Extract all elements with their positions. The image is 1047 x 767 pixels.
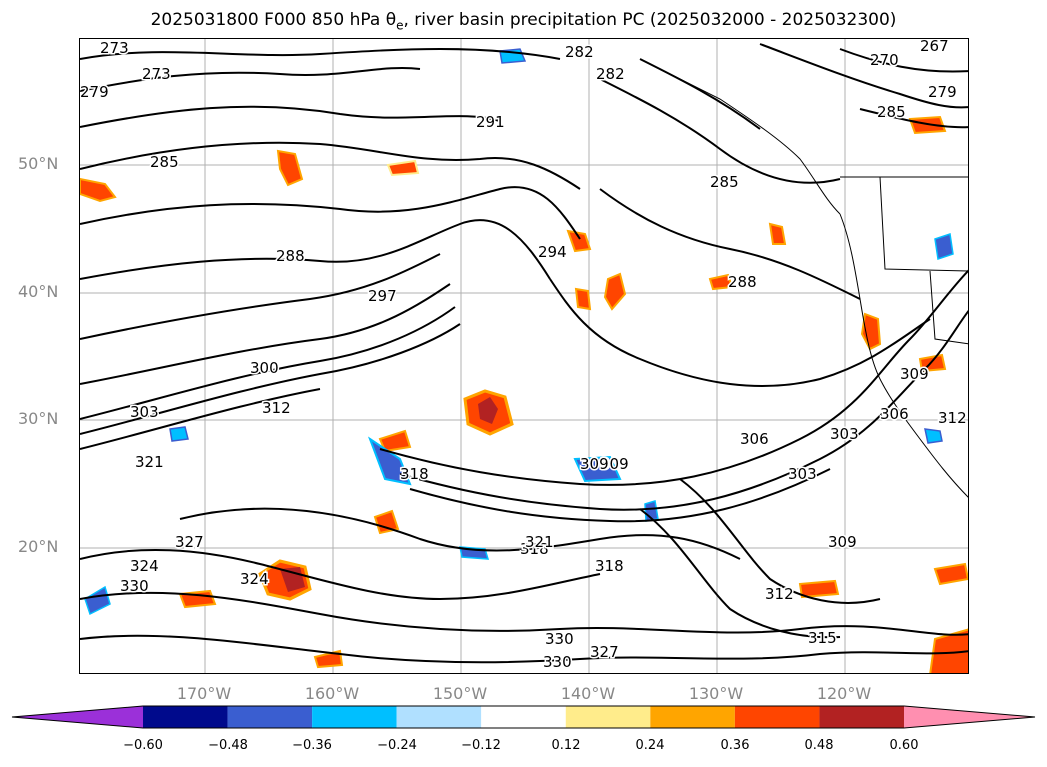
colorbar-segment xyxy=(819,706,904,728)
contour-label: 324 xyxy=(130,557,159,575)
contour-label: 300 xyxy=(250,359,279,377)
precip-positive-regions xyxy=(80,115,968,673)
contour-label: 306 xyxy=(740,430,769,448)
contour-label: 273 xyxy=(142,65,171,83)
lon-label-160w: 160°W xyxy=(304,684,360,703)
colorbar-segment xyxy=(312,706,397,728)
contour-label: 282 xyxy=(565,43,594,61)
theta-e-contours xyxy=(80,43,968,664)
colorbar-segment xyxy=(565,706,651,728)
colorbar-tick-label: 0.60 xyxy=(889,738,919,753)
contour-label: 303 xyxy=(788,465,817,483)
contour-label: 321 xyxy=(135,453,164,471)
contour-label: 297 xyxy=(368,287,397,305)
contour-label: 285 xyxy=(710,173,739,191)
contour-label: 318 xyxy=(400,465,429,483)
contour-label: 327 xyxy=(590,643,619,661)
contour-label: 303 xyxy=(130,403,159,421)
colorbar-segment xyxy=(396,706,482,728)
lat-label-20n: 20°N xyxy=(18,537,59,556)
contour-label: 273 xyxy=(100,39,129,57)
colorbar-segments xyxy=(11,705,1036,729)
contour-label: 285 xyxy=(877,103,906,121)
contour-label: 321 xyxy=(525,533,554,551)
colorbar-tick-label: −0.24 xyxy=(377,738,417,753)
contour-label: 279 xyxy=(928,83,957,101)
contour-label: 312 xyxy=(938,409,967,427)
contour-label: 267 xyxy=(920,39,949,55)
colorbar-tick-label: −0.36 xyxy=(292,738,332,753)
lat-label-50n: 50°N xyxy=(18,154,59,173)
contour-label: 330 xyxy=(120,577,149,595)
colorbar-tick-label: −0.60 xyxy=(123,738,163,753)
colorbar-outline xyxy=(11,705,1036,729)
colorbar xyxy=(11,705,1036,729)
contour-label: 309 xyxy=(580,455,609,473)
contour-label: 279 xyxy=(80,83,109,101)
lon-label-170w: 170°W xyxy=(176,684,232,703)
contour-label: 327 xyxy=(175,533,204,551)
contour-label: 324 xyxy=(240,570,269,588)
lat-label-30n: 30°N xyxy=(18,409,59,428)
colorbar-tick-label: 0.12 xyxy=(551,738,581,753)
colorbar-segment xyxy=(734,706,820,728)
colorbar-tick-label: 0.36 xyxy=(720,738,750,753)
contour-label: 318 xyxy=(520,540,549,558)
colorbar-tick-label: 0.24 xyxy=(635,738,665,753)
contour-label: 312 xyxy=(262,399,291,417)
lon-label-140w: 140°W xyxy=(560,684,616,703)
colorbar-tick-label: 0.48 xyxy=(804,738,834,753)
colorbar-segment xyxy=(650,706,735,728)
map-title: 2025031800 F000 850 hPa θe, river basin … xyxy=(150,10,897,33)
contour-label: 282 xyxy=(596,65,625,83)
contour-label: 315 xyxy=(808,629,837,647)
contour-label: 309 xyxy=(600,455,629,473)
colorbar-segment xyxy=(143,706,228,728)
contour-label: 303 xyxy=(830,425,859,443)
contour-label: 318 xyxy=(595,557,624,575)
colorbar-segment xyxy=(904,706,1035,728)
contour-label: 306 xyxy=(880,405,909,423)
lon-label-130w: 130°W xyxy=(688,684,744,703)
precip-negative-regions xyxy=(84,48,954,616)
contour-label: 294 xyxy=(538,243,567,261)
colorbar-tick-label: −0.12 xyxy=(461,738,501,753)
contour-label: 330 xyxy=(543,653,572,671)
colorbar-tick-label: −0.48 xyxy=(208,738,248,753)
lon-label-120w: 120°W xyxy=(816,684,872,703)
contour-labels: 273 273 279 282 282 285 285 285 291 288 … xyxy=(80,39,968,673)
lat-label-40n: 40°N xyxy=(18,282,59,301)
contour-label: 330 xyxy=(545,630,574,648)
lon-label-150w: 150°W xyxy=(432,684,488,703)
colorbar-segment xyxy=(12,706,143,728)
colorbar-segment xyxy=(481,706,566,728)
map-panel: 273 273 279 282 282 285 285 285 291 288 … xyxy=(79,38,969,674)
contour-label: 291 xyxy=(476,113,505,131)
contour-label: 309 xyxy=(900,365,929,383)
colorbar-segment xyxy=(227,706,313,728)
map-svg: 273 273 279 282 282 285 285 285 291 288 … xyxy=(80,39,968,673)
contour-label: 270 xyxy=(870,51,899,69)
coastline xyxy=(659,68,968,498)
contour-label: 288 xyxy=(276,247,305,265)
contour-label: 312 xyxy=(765,585,794,603)
contour-label: 285 xyxy=(150,153,179,171)
contour-label: 309 xyxy=(828,533,857,551)
contour-label: 288 xyxy=(728,273,757,291)
